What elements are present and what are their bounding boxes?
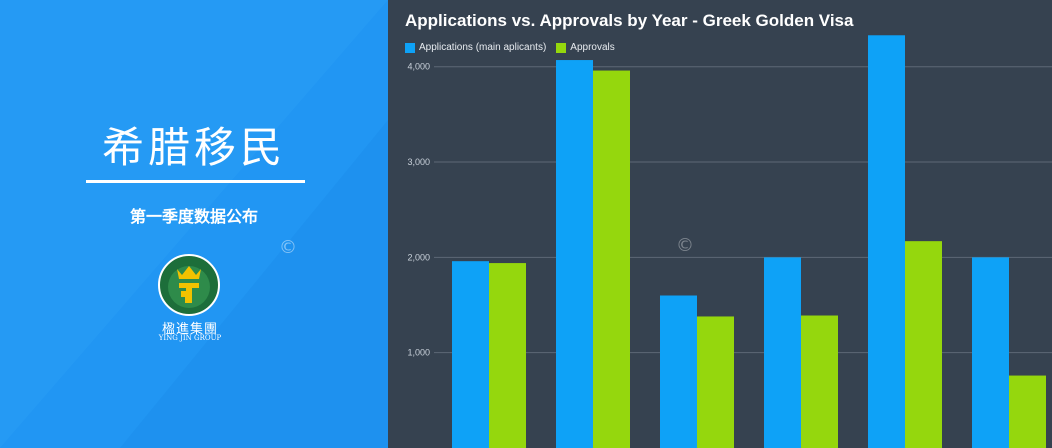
legend-label-applications: Applications (main aplicants)	[419, 42, 547, 53]
banner-title: 希腊移民	[101, 123, 286, 172]
legend-swatch-approvals	[556, 42, 567, 53]
bar-approvals	[593, 70, 630, 448]
chart-legend: Applications (main aplicants) Approvals	[405, 42, 625, 53]
company-logo-icon	[158, 254, 220, 316]
bar-approvals	[801, 315, 838, 448]
y-tick-label: 4,000	[407, 62, 430, 72]
logo-text-chinese: 楹進集團	[161, 322, 218, 337]
bar-approvals	[1009, 375, 1046, 448]
bar-applications	[660, 295, 697, 448]
legend-item-approvals: Approvals	[556, 42, 615, 53]
title-divider	[86, 180, 305, 183]
legend-swatch-applications	[405, 42, 415, 53]
legend-label-approvals: Approvals	[570, 42, 615, 53]
bar-applications	[972, 257, 1009, 448]
copyright-watermark-icon: ©	[279, 237, 297, 258]
chart-panel: 1,000 2,000 3,000 4,000 Applications vs. Ap…	[388, 0, 1052, 448]
copyright-watermark-icon: ©	[676, 235, 694, 256]
y-tick-label: 2,000	[407, 252, 430, 262]
y-tick-label: 3,000	[407, 157, 430, 167]
banner-subtitle: 第一季度数据公布	[129, 207, 258, 226]
bar-approvals	[697, 316, 734, 448]
bar-applications	[452, 261, 489, 448]
bar-applications	[868, 35, 905, 448]
chart-title: Applications vs. Approvals by Year - Gre…	[405, 11, 854, 30]
bar-approvals	[905, 241, 942, 448]
logo-text-english: YING JIN GROUP	[158, 334, 222, 342]
banner-background-pattern	[0, 0, 388, 448]
bar-approvals	[489, 263, 526, 448]
legend-item-applications: Applications (main aplicants)	[405, 42, 546, 53]
bar-chart: 1,000 2,000 3,000 4,000	[407, 35, 1052, 448]
bar-applications	[764, 257, 801, 448]
y-tick-label: 1,000	[407, 348, 430, 358]
bar-applications	[556, 60, 593, 448]
banner-panel: 希腊移民 第一季度数据公布 楹進集團 YING JIN GROUP ©	[0, 0, 388, 448]
